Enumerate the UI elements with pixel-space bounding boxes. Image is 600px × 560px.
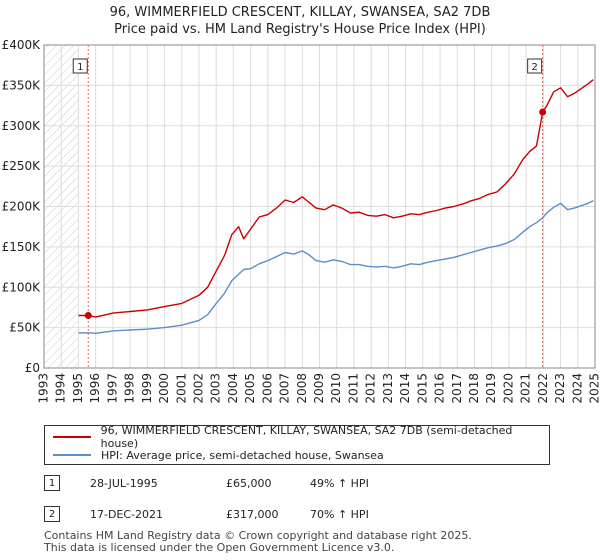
y-axis: £0 £50K £100K £150K £200K £250K £300K £350K £400… — [2, 38, 42, 375]
x-axis: 1993 1994 1995 1996 1997 1998 1999 2000 2001 2002… — [37, 373, 600, 404]
grid-lines — [43, 44, 596, 369]
x-tick-label: 1994 — [54, 373, 68, 404]
legend-swatch-hpi — [53, 454, 91, 456]
footer-line-2: This data is licensed under the Open Gov… — [44, 541, 395, 554]
x-tick-label: 2007 — [278, 373, 292, 404]
x-tick-label: 2021 — [519, 373, 533, 404]
x-tick-label: 2023 — [553, 373, 567, 404]
x-tick-label: 1997 — [105, 373, 119, 404]
transaction-date: 28-JUL-1995 — [90, 476, 158, 490]
x-tick-label: 2008 — [295, 373, 309, 404]
x-tick-label: 2020 — [501, 373, 515, 404]
y-tick-label: £200K — [2, 200, 42, 214]
chart-title: 96, WIMMERFIELD CRESCENT, KILLAY, SWANSE… — [0, 4, 600, 38]
property-series-line — [78, 79, 594, 318]
x-tick-label: 1999 — [140, 373, 154, 404]
sale-point — [84, 312, 92, 320]
x-tick-label: 2024 — [570, 373, 584, 404]
y-tick-label: £300K — [2, 119, 42, 133]
sale-label-box — [72, 58, 88, 74]
transaction-hpi: 70% ↑ HPI — [310, 507, 369, 521]
legend-item-hpi: HPI: Average price, semi-detached house,… — [53, 446, 384, 464]
sale-label: 1 — [77, 62, 83, 73]
transaction-price: £317,000 — [226, 507, 279, 521]
legend: 96, WIMMERFIELD CRESCENT, KILLAY, SWANSE… — [44, 424, 550, 465]
sale-point — [539, 108, 547, 116]
title-line-2: Price paid vs. HM Land Registry's House … — [114, 22, 486, 37]
x-tick-label: 2011 — [346, 373, 360, 404]
x-tick-label: 2005 — [243, 373, 257, 404]
x-tick-label: 1995 — [71, 373, 85, 404]
y-tick-label: £150K — [2, 240, 42, 254]
transaction-hpi: 49% ↑ HPI — [310, 476, 369, 490]
footer: Contains HM Land Registry data © Crown c… — [44, 530, 472, 554]
x-tick-label: 2003 — [209, 373, 223, 404]
title-line-1: 96, WIMMERFIELD CRESCENT, KILLAY, SWANSE… — [109, 5, 491, 20]
y-tick-label: £50K — [9, 321, 41, 335]
transaction-row: 1 28-JUL-1995 £65,000 49% ↑ HPI — [44, 472, 564, 494]
legend-item-property: 96, WIMMERFIELD CRESCENT, KILLAY, SWANSE… — [53, 424, 549, 450]
x-tick-label: 1996 — [88, 373, 102, 404]
x-tick-label: 2012 — [364, 373, 378, 404]
x-tick-label: 2001 — [174, 373, 188, 404]
transaction-price: £65,000 — [226, 476, 272, 490]
y-tick-label: £250K — [2, 159, 42, 173]
legend-label-hpi: HPI: Average price, semi-detached house,… — [101, 448, 384, 462]
x-tick-label: 2004 — [226, 373, 240, 404]
plot-border — [43, 44, 596, 369]
y-tick-label: £0 — [25, 361, 40, 375]
y-tick-label: £100K — [2, 280, 42, 294]
footer-line-1: Contains HM Land Registry data © Crown c… — [44, 529, 472, 542]
x-tick-label: 2013 — [381, 373, 395, 404]
x-tick-label: 2002 — [191, 373, 205, 404]
legend-swatch-property — [53, 436, 91, 438]
legend-label-property: 96, WIMMERFIELD CRESCENT, KILLAY, SWANSE… — [100, 424, 513, 450]
sale-label-box — [527, 58, 543, 74]
x-tick-label: 2010 — [329, 373, 343, 404]
y-tick-label: £400K — [2, 38, 42, 52]
x-tick-label: 2018 — [467, 373, 481, 404]
x-tick-label: 2000 — [157, 373, 171, 404]
transaction-date: 17-DEC-2021 — [90, 507, 164, 521]
x-tick-label: 2014 — [398, 373, 412, 404]
x-tick-label: 2006 — [260, 373, 274, 404]
series-lines — [78, 79, 594, 334]
x-tick-label: 2016 — [433, 373, 447, 404]
x-tick-label: 2009 — [312, 373, 326, 404]
transaction-badge: 1 — [44, 475, 60, 491]
x-tick-label: 2025 — [588, 373, 600, 404]
y-tick-label: £350K — [2, 78, 42, 92]
transaction-row: 2 17-DEC-2021 £317,000 70% ↑ HPI — [44, 503, 564, 525]
x-tick-label: 1998 — [123, 373, 137, 404]
x-tick-label: 1993 — [37, 373, 51, 404]
sale-label: 2 — [531, 62, 537, 73]
x-tick-label: 2017 — [450, 373, 464, 404]
x-tick-label: 2022 — [536, 373, 550, 404]
x-tick-label: 2019 — [484, 373, 498, 404]
x-tick-label: 2015 — [415, 373, 429, 404]
hpi-series-line — [78, 200, 594, 334]
transaction-badge: 2 — [44, 506, 60, 522]
